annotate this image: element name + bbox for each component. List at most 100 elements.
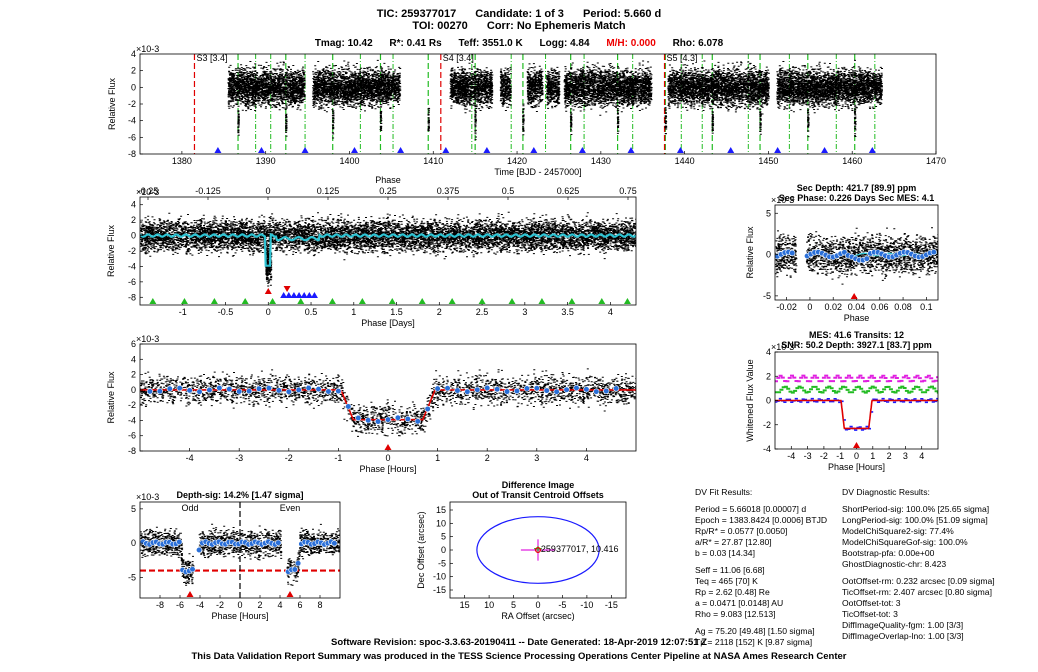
x-tick-label: 15	[460, 600, 470, 610]
x-tick-label: -0.5	[218, 307, 234, 317]
x-tick-label: -8	[156, 600, 164, 610]
x-axis-label: RA Offset (arcsec)	[501, 611, 574, 621]
transit-binned-point	[305, 384, 312, 392]
transit-binned-point	[216, 384, 223, 392]
y-exponent: ×10-3	[136, 334, 159, 344]
x-tick-label: 1.5	[390, 307, 403, 317]
dv-diagnostic-results: DV Diagnostic Results: ShortPeriod-sig: …	[842, 487, 995, 641]
y-exponent: ×10-3	[771, 195, 794, 205]
y-exponent: ×10-3	[136, 44, 159, 54]
uncertainty-circle	[476, 516, 600, 584]
green-triangle	[418, 298, 426, 304]
x-tick-label: 2	[485, 453, 490, 463]
y-tick-label: 2	[766, 371, 771, 381]
diagnostic-result-line: DiffImageQuality-fgm: 1.00 [3/3]	[842, 620, 964, 630]
green-triangle	[598, 298, 606, 304]
x-tick-label: 3	[534, 453, 539, 463]
diagnostic-result-line: OotOffset-rm: 0.232 arcsec [0.09 sigma]	[842, 576, 995, 586]
diagnostic-result-line: DiffImageOverlap-lno: 1.00 [3/3]	[842, 631, 964, 641]
whitened-center-marker	[853, 442, 860, 448]
diagnostic-result-line: OotOffset-tot: 3	[842, 598, 901, 608]
transit-binned-point	[603, 387, 610, 395]
top-tick-label: 0.375	[437, 186, 460, 196]
panel-subtitle: SNR: 50.2 Depth: 3927.1 [83.7] ppm	[781, 340, 932, 350]
x-tick-label: 0	[237, 600, 242, 610]
odd-even-binned-point	[291, 566, 298, 573]
green-triangle	[623, 298, 631, 304]
panel-full_lightcurve: 1380 1390 1400 1410 1420 1430 1440 1450 1460 1470…	[107, 44, 946, 177]
x-tick-label: -15	[605, 600, 618, 610]
x-tick-label: 3.5	[561, 307, 574, 317]
transit-binned-point	[523, 385, 530, 392]
x-tick-label: 1440	[675, 156, 695, 166]
transit-binned-point	[494, 386, 501, 393]
fit-result-line: Rp/R* = 0.0577 [0.0050]	[695, 526, 788, 536]
red-down-triangle	[283, 286, 291, 292]
diagnostic-result-line: ModelChiSquare2-sig: 77.4%	[842, 526, 954, 536]
green-triangle	[508, 298, 516, 304]
panel-transit_hours: -4 -3 -2 -1 0 1 2 3 4 -8 -6 -4 -2 0 2 4 6 Phase [Hours] Re…	[106, 334, 637, 474]
x-tick-label: 1410	[423, 156, 443, 166]
green-triangle	[149, 298, 157, 304]
transit-binned-point	[275, 387, 282, 394]
y-tick-label: 2	[131, 215, 136, 225]
event-triangle	[676, 147, 684, 153]
transit-binned-point	[464, 388, 471, 395]
y-tick-label: 4	[766, 347, 771, 357]
transit-binned-point	[543, 387, 550, 394]
x-axis-label: Phase [Hours]	[828, 462, 885, 472]
transit-binned-point	[335, 388, 342, 395]
transit-binned-point	[365, 417, 372, 424]
tic-id: TIC: 259377017	[376, 8, 457, 20]
y-tick-label: 5	[766, 208, 771, 218]
candidate-label: Candidate: 1 of 3	[475, 8, 564, 20]
panel-title: Sec Depth: 421.7 [89.9] ppm	[797, 183, 917, 193]
transit-binned-point	[246, 388, 253, 395]
metallicity: M/H: 0.000	[606, 38, 656, 49]
blue-triangle	[280, 292, 288, 298]
event-triangle	[727, 147, 735, 153]
report-title-line-1: TIC: 259377017 Candidate: 1 of 3 Period:…	[0, 8, 1038, 20]
x-tick-label: -1	[836, 451, 844, 461]
green-triangle	[241, 298, 249, 304]
y-tick-label: -5	[128, 572, 136, 582]
y-tick-label: 2	[131, 370, 136, 380]
x-tick-label: 1390	[256, 156, 276, 166]
panel-whitened: -4 -3 -2 -1 0 1 2 3 4 -4 -2 0 2 4 Phase [Hours] Whitene…	[745, 330, 939, 472]
event-triangle	[301, 147, 309, 153]
transit-binned-point	[374, 418, 382, 425]
top-axis-label: Phase	[375, 175, 401, 185]
y-tick-label: -8	[128, 446, 136, 456]
y-tick-label: -6	[128, 132, 136, 142]
top-tick-label: 0.625	[557, 186, 580, 196]
transit-binned-point	[255, 385, 263, 392]
green-triangle	[328, 298, 336, 304]
y-axis-label: Whitened Flux Value	[745, 359, 755, 441]
sector-label: S3 [3.4]	[196, 53, 227, 63]
green-triangle	[538, 298, 546, 304]
y-tick-label: -4	[128, 415, 136, 425]
x-tick-label: 0.04	[848, 302, 866, 312]
x-tick-label: 0.5	[305, 307, 318, 317]
top-tick-label: 0.75	[619, 186, 637, 196]
plot-area-phase_folded_full	[140, 211, 636, 287]
transit-binned-point	[196, 388, 203, 395]
panel-subtitle: Out of Transit Centroid Offsets	[472, 490, 604, 500]
plot-area-odd_even	[140, 502, 340, 598]
x-tick-label: -0.02	[776, 302, 797, 312]
top-tick-label: 0.125	[317, 186, 340, 196]
green-triangle	[358, 298, 366, 304]
transit-binned-point	[503, 388, 511, 395]
y-tick-label: 15	[436, 505, 446, 515]
y-exponent: ×10-3	[136, 187, 159, 197]
diagnostic-result-line: TicOffset-tot: 3	[842, 609, 898, 619]
software-revision: Software Revision: spoc-3.3.63-20190411 …	[331, 637, 707, 648]
x-tick-label: -3	[235, 453, 243, 463]
top-tick-label: -0.125	[195, 186, 221, 196]
x-tick-label: 2	[257, 600, 262, 610]
diagnostic-result-line: ModelChiSquareGof-sig: 100.0%	[842, 537, 968, 547]
y-tick-label: -4	[128, 116, 136, 126]
blue-triangle	[295, 292, 303, 298]
transit-binned-point	[345, 403, 352, 410]
y-tick-label: 0	[766, 250, 771, 260]
